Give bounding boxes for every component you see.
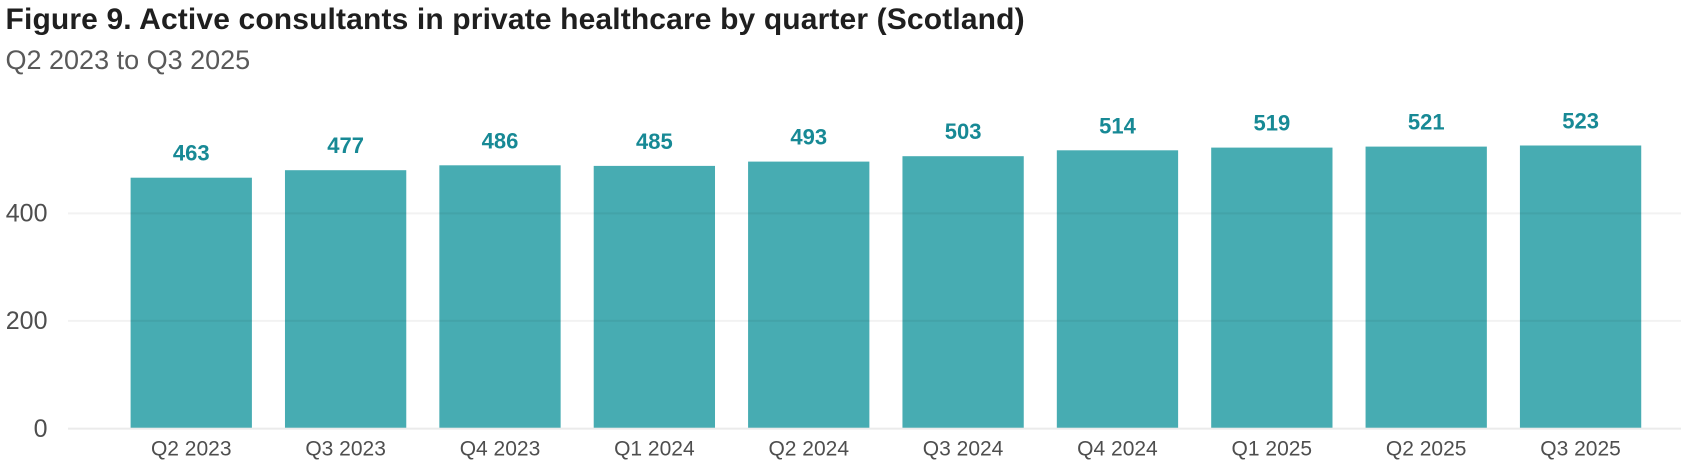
svg-text:521: 521: [1408, 110, 1445, 135]
svg-text:Q1 2024: Q1 2024: [614, 438, 695, 461]
svg-text:Q2 2023: Q2 2023: [151, 438, 232, 461]
svg-text:463: 463: [173, 141, 210, 166]
svg-text:Q3 2024: Q3 2024: [923, 438, 1004, 461]
svg-text:Q1 2025: Q1 2025: [1232, 438, 1313, 461]
svg-text:503: 503: [945, 119, 982, 144]
svg-text:Q3 2025: Q3 2025: [1540, 438, 1621, 461]
svg-text:400: 400: [6, 199, 48, 227]
svg-text:Q4 2023: Q4 2023: [460, 438, 541, 461]
svg-text:477: 477: [327, 133, 364, 158]
svg-text:493: 493: [790, 125, 827, 150]
svg-text:523: 523: [1562, 109, 1599, 134]
svg-text:200: 200: [6, 307, 48, 335]
svg-text:Q2 2025: Q2 2025: [1386, 438, 1467, 461]
svg-text:Q3 2023: Q3 2023: [305, 438, 386, 461]
svg-text:Q2 2023 to Q3 2025: Q2 2023 to Q3 2025: [6, 45, 251, 75]
svg-text:Figure 9. Active consultants i: Figure 9. Active consultants in private …: [6, 3, 1025, 36]
svg-text:Q4 2024: Q4 2024: [1077, 438, 1158, 461]
svg-text:485: 485: [636, 129, 673, 154]
svg-text:Q2 2024: Q2 2024: [768, 438, 849, 461]
svg-text:514: 514: [1099, 113, 1136, 138]
svg-text:519: 519: [1253, 111, 1290, 136]
svg-text:0: 0: [34, 415, 48, 443]
svg-text:486: 486: [482, 128, 519, 153]
